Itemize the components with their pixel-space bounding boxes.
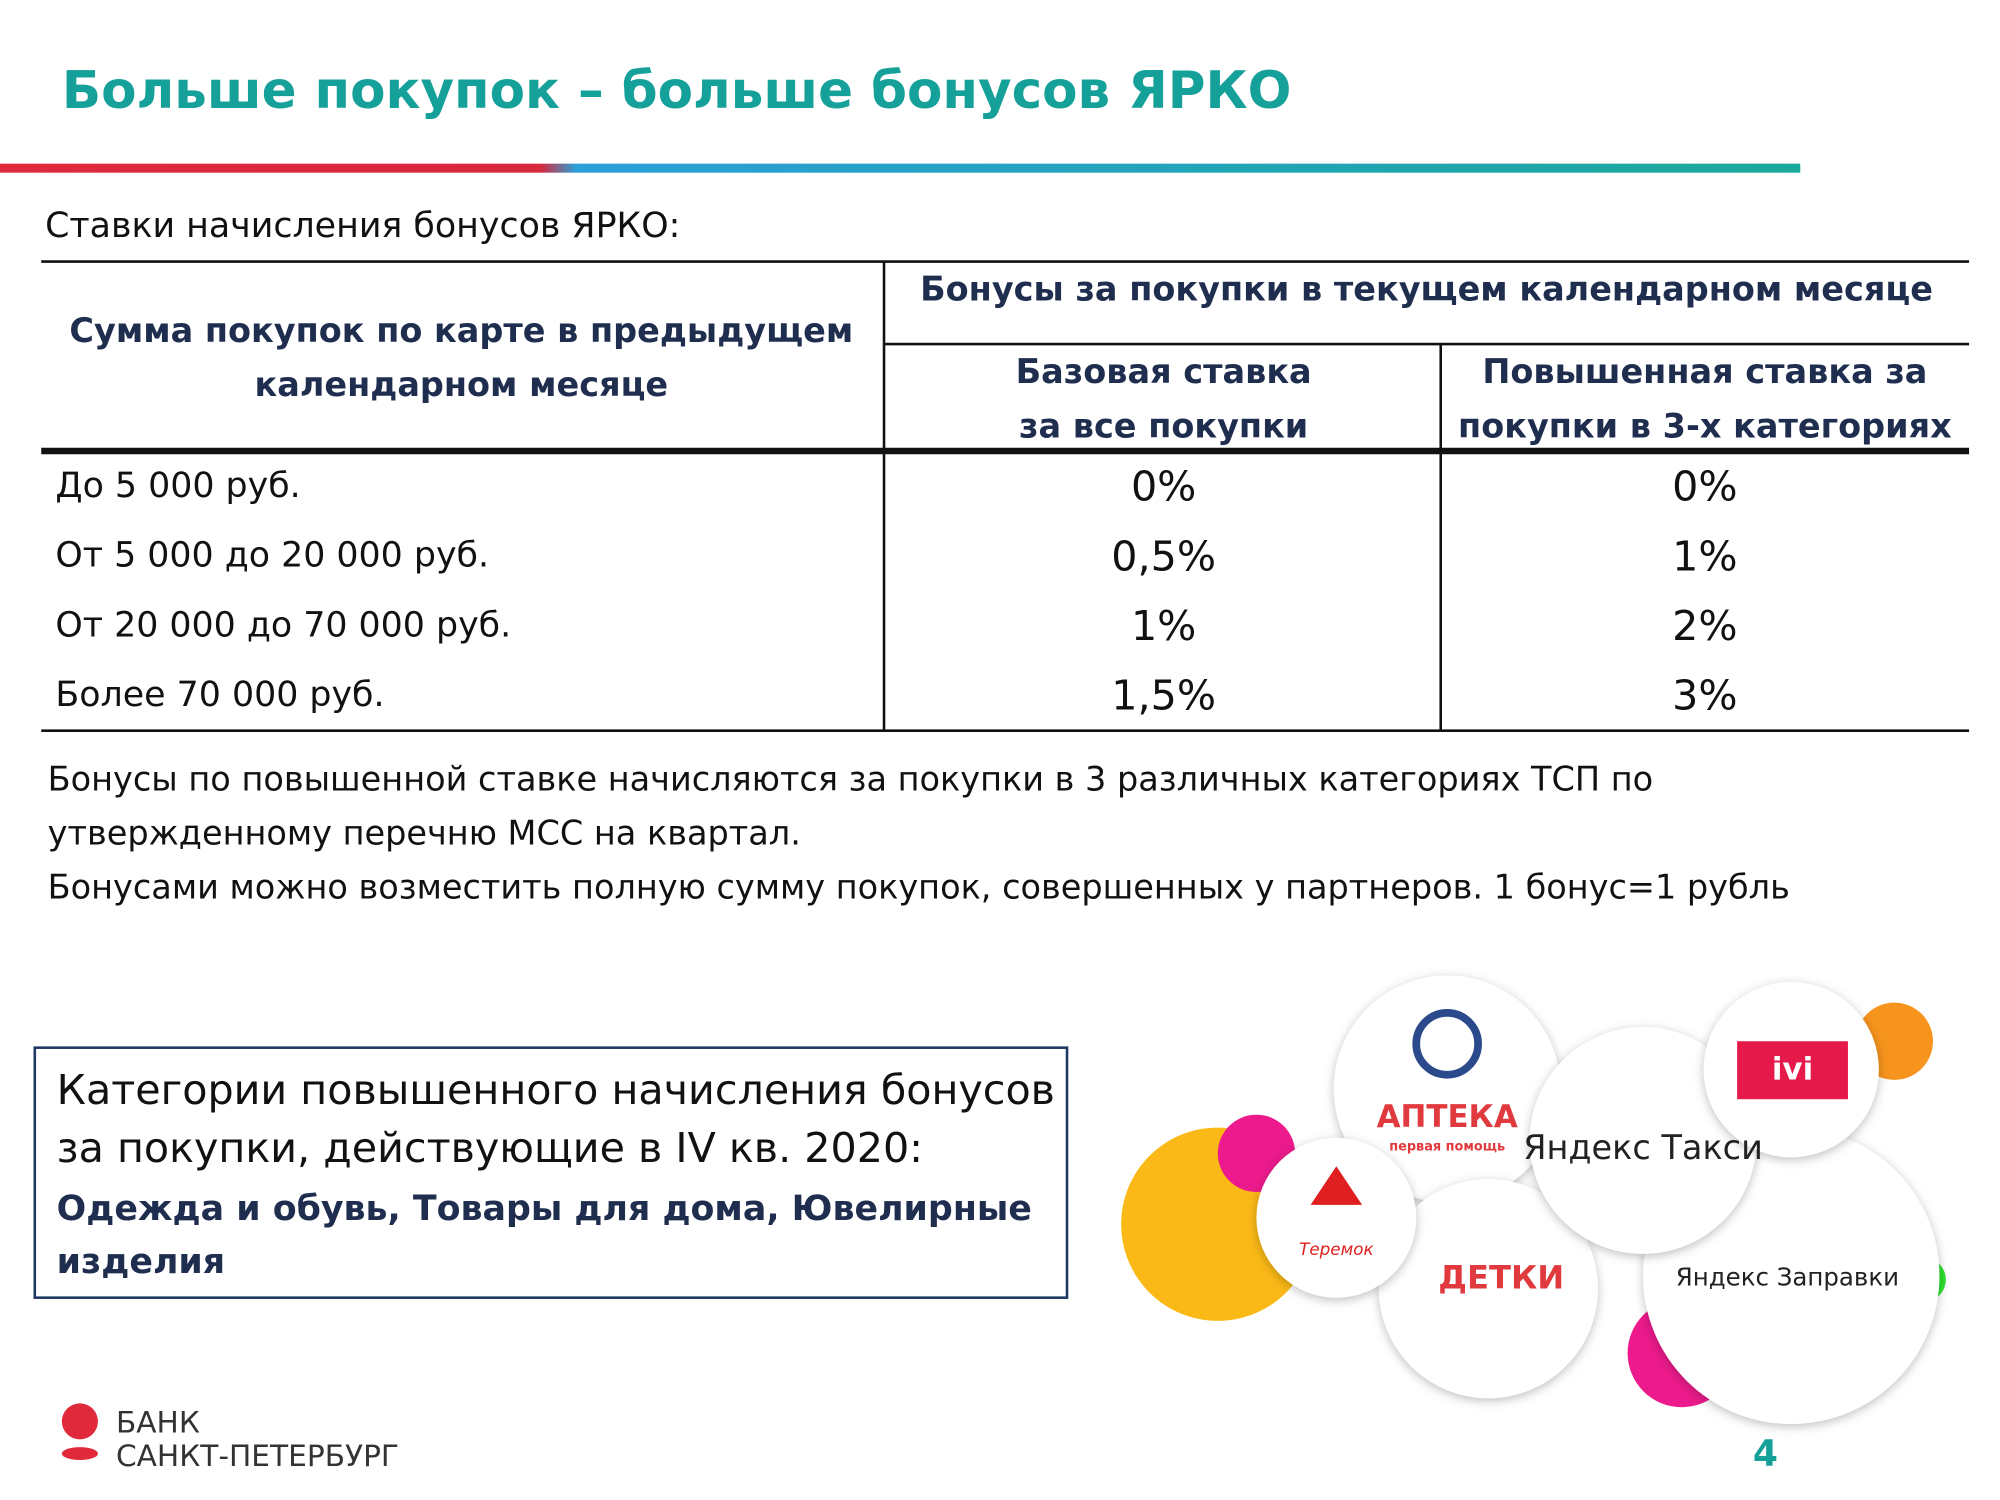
bank-name: САНКТ-ПЕТЕРБУРГ bbox=[116, 1438, 399, 1473]
note: утвержденному перечню МСС на квартал. bbox=[48, 814, 801, 853]
page-number: 4 bbox=[1753, 1433, 1778, 1475]
logo-text: Яндекс Такси bbox=[1523, 1128, 1763, 1167]
note: Бонусы по повышенной ставке начисляются … bbox=[48, 759, 1653, 798]
box-categories: Одежда и обувь, Товары для дома, Ювелирн… bbox=[57, 1189, 1032, 1229]
header-left: Сумма покупок по карте в предыдущем bbox=[69, 311, 853, 350]
bank-logo bbox=[61, 1403, 98, 1440]
box-text: Категории повышенного начисления бонусов bbox=[57, 1066, 1055, 1114]
rate-cell: 1,5% bbox=[1111, 671, 1216, 719]
bank-name: БАНК bbox=[116, 1404, 200, 1439]
range-cell: Более 70 000 руб. bbox=[55, 675, 384, 715]
logo-text: ДЕТКИ bbox=[1438, 1259, 1564, 1297]
rate-cell: 2% bbox=[1672, 602, 1737, 650]
rate-cell: 0,5% bbox=[1111, 532, 1216, 580]
rate-cell: 0% bbox=[1131, 463, 1196, 511]
range-cell: От 20 000 до 70 000 руб. bbox=[55, 605, 511, 645]
range-cell: От 5 000 до 20 000 руб. bbox=[55, 536, 489, 576]
logo-text: Яндекс Заправки bbox=[1676, 1262, 1899, 1291]
header-base: Базовая ставка bbox=[1016, 352, 1312, 391]
logo-text: Теремок bbox=[1299, 1239, 1373, 1259]
header-raised: Повышенная ставка за bbox=[1482, 352, 1927, 391]
logo-text: ivi bbox=[1772, 1051, 1813, 1087]
logo-text: первая помощь bbox=[1389, 1139, 1505, 1154]
rate-cell: 1% bbox=[1672, 532, 1737, 580]
header-group: Бонусы за покупки в текущем календарном … bbox=[920, 270, 1933, 309]
note: Бонусами можно возместить полную сумму п… bbox=[48, 868, 1790, 907]
title: Больше покупок – больше бонусов ЯРКО bbox=[62, 61, 1292, 121]
category-box bbox=[33, 1046, 1069, 1299]
rate-cell: 3% bbox=[1672, 671, 1737, 719]
partner-logos: АПТЕКА первая помощь Яндекс Такси ivi Те… bbox=[1121, 975, 1946, 1424]
box-categories: изделия bbox=[57, 1242, 225, 1282]
table-lines bbox=[41, 260, 1970, 732]
rate-cell: 1% bbox=[1131, 602, 1196, 650]
logo-text: АПТЕКА bbox=[1377, 1099, 1518, 1135]
header-raised: покупки в 3-х категориях bbox=[1458, 406, 1952, 445]
table-body: До 5 000 руб. 0% 0% От 5 000 до 20 000 руб.… bbox=[55, 463, 1737, 720]
range-cell: До 5 000 руб. bbox=[55, 466, 300, 506]
rate-cell: 0% bbox=[1672, 463, 1737, 511]
header-left: календарном месяце bbox=[255, 365, 669, 404]
intro: Ставки начисления бонусов ЯРКО: bbox=[45, 206, 680, 246]
bank-logo bbox=[61, 1447, 98, 1461]
title-rule bbox=[0, 163, 1801, 173]
box-text: за покупки, действующие в IV кв. 2020: bbox=[57, 1124, 923, 1172]
header-base: за все покупки bbox=[1019, 406, 1308, 445]
